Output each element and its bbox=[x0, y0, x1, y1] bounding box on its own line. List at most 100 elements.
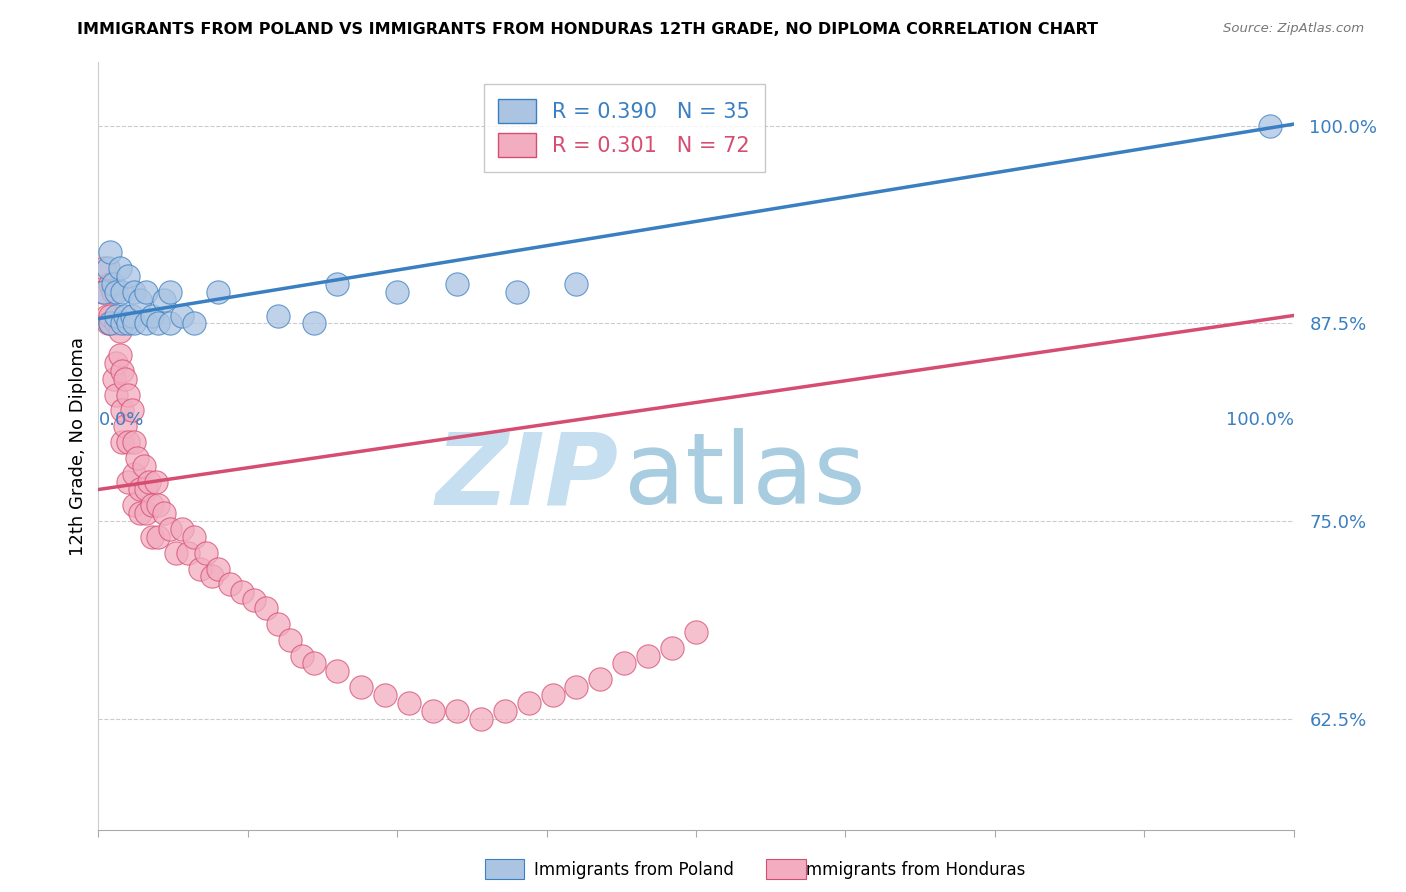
Point bbox=[267, 616, 290, 631]
Point bbox=[153, 506, 176, 520]
Point bbox=[589, 673, 612, 687]
Text: 0.0%: 0.0% bbox=[98, 411, 143, 429]
Point bbox=[114, 419, 136, 434]
Point bbox=[145, 475, 167, 489]
Point bbox=[398, 696, 420, 710]
Point bbox=[105, 387, 128, 401]
Point bbox=[243, 593, 266, 607]
Point bbox=[446, 704, 468, 718]
Point bbox=[98, 277, 122, 291]
Point bbox=[93, 261, 115, 276]
Legend: R = 0.390   N = 35, R = 0.301   N = 72: R = 0.390 N = 35, R = 0.301 N = 72 bbox=[484, 85, 765, 172]
Point bbox=[517, 696, 540, 710]
Point bbox=[124, 317, 146, 331]
Point bbox=[135, 317, 157, 331]
Point bbox=[135, 285, 157, 299]
Point bbox=[93, 285, 115, 299]
Point bbox=[326, 277, 349, 291]
Point bbox=[138, 475, 160, 489]
Point bbox=[148, 530, 170, 544]
Point bbox=[148, 317, 170, 331]
Point bbox=[350, 680, 373, 694]
Point bbox=[183, 317, 205, 331]
Point bbox=[183, 530, 205, 544]
Point bbox=[141, 530, 163, 544]
Text: atlas: atlas bbox=[624, 428, 866, 525]
Point bbox=[111, 317, 134, 331]
Point bbox=[103, 372, 125, 386]
Point bbox=[111, 364, 134, 378]
Point bbox=[254, 601, 277, 615]
Point bbox=[302, 317, 325, 331]
Point bbox=[124, 498, 146, 512]
Point bbox=[121, 309, 143, 323]
Point bbox=[114, 309, 136, 323]
Point bbox=[278, 632, 301, 647]
Point bbox=[148, 498, 170, 512]
Point bbox=[177, 546, 200, 560]
Point bbox=[108, 261, 131, 276]
Point bbox=[195, 546, 218, 560]
Point bbox=[124, 467, 146, 481]
Point bbox=[108, 324, 131, 338]
Point bbox=[101, 285, 124, 299]
Point bbox=[207, 285, 229, 299]
Point bbox=[661, 640, 683, 655]
Y-axis label: 12th Grade, No Diploma: 12th Grade, No Diploma bbox=[69, 336, 87, 556]
Point bbox=[111, 285, 134, 299]
Point bbox=[565, 680, 588, 694]
Point bbox=[326, 665, 349, 679]
Text: Immigrants from Honduras: Immigrants from Honduras bbox=[801, 861, 1026, 879]
Point bbox=[201, 569, 224, 583]
Point bbox=[231, 585, 253, 599]
Point bbox=[125, 450, 148, 465]
Point bbox=[129, 293, 152, 307]
Point bbox=[98, 309, 122, 323]
Point bbox=[114, 372, 136, 386]
Point bbox=[98, 245, 122, 260]
Point bbox=[117, 317, 139, 331]
Point bbox=[685, 624, 707, 639]
Point bbox=[267, 309, 290, 323]
Point bbox=[207, 561, 229, 575]
Point bbox=[117, 475, 139, 489]
Text: ZIP: ZIP bbox=[436, 428, 619, 525]
Point bbox=[132, 458, 155, 473]
Point bbox=[385, 285, 409, 299]
Point bbox=[105, 309, 128, 323]
Point bbox=[135, 506, 157, 520]
Point bbox=[1258, 119, 1281, 133]
Point bbox=[129, 483, 152, 497]
Point bbox=[101, 277, 124, 291]
Point bbox=[153, 293, 176, 307]
Point bbox=[111, 435, 134, 450]
Point bbox=[159, 522, 181, 536]
Point bbox=[506, 285, 529, 299]
Point bbox=[98, 317, 122, 331]
Point bbox=[117, 387, 139, 401]
Point bbox=[374, 688, 396, 702]
Point bbox=[91, 285, 114, 299]
Point bbox=[141, 309, 163, 323]
Point bbox=[470, 712, 492, 726]
Point bbox=[117, 268, 139, 283]
Point bbox=[129, 506, 152, 520]
Point bbox=[219, 577, 242, 591]
Point bbox=[97, 317, 120, 331]
Point bbox=[108, 348, 131, 362]
Point bbox=[105, 356, 128, 370]
Text: 100.0%: 100.0% bbox=[1226, 411, 1294, 429]
Point bbox=[446, 277, 468, 291]
Point bbox=[96, 309, 118, 323]
Point bbox=[159, 317, 181, 331]
Point bbox=[105, 285, 128, 299]
Point bbox=[159, 285, 181, 299]
Text: IMMIGRANTS FROM POLAND VS IMMIGRANTS FROM HONDURAS 12TH GRADE, NO DIPLOMA CORREL: IMMIGRANTS FROM POLAND VS IMMIGRANTS FRO… bbox=[77, 22, 1098, 37]
Point bbox=[422, 704, 444, 718]
Point bbox=[124, 285, 146, 299]
Point bbox=[291, 648, 314, 663]
Point bbox=[165, 546, 187, 560]
Point bbox=[111, 403, 134, 417]
Point bbox=[565, 277, 588, 291]
Point bbox=[135, 483, 157, 497]
